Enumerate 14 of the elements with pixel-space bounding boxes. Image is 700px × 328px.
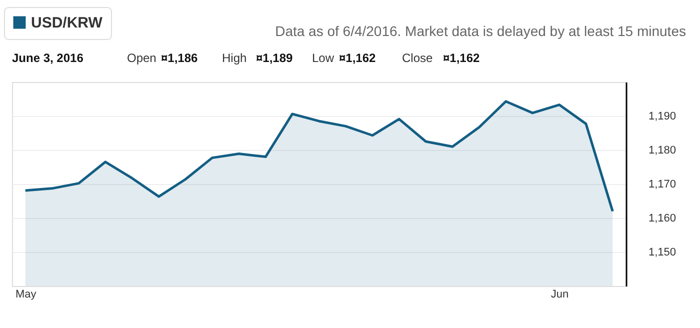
text: Open ¤1,186 [127,51,198,65]
x-tick-label: Jun [550,288,569,300]
y-tick-label: 1,190 [648,110,676,122]
text: Low ¤1,162 [312,51,376,65]
x-tick-label: May [15,288,37,300]
y-tick-label: 1,150 [648,246,676,258]
y-tick-label: 1,170 [648,178,676,190]
text: Data as of 6/4/2016. Market data is delayed by at least 15 minutes [275,23,686,39]
y-tick-label: 1,160 [648,212,676,224]
text: June 3, 2016 [12,51,84,65]
legend-label: USD/KRW [31,14,104,32]
text: High ¤1,189 [222,51,294,65]
text: Close ¤1,162 [402,51,480,65]
y-tick-label: 1,180 [648,144,676,156]
